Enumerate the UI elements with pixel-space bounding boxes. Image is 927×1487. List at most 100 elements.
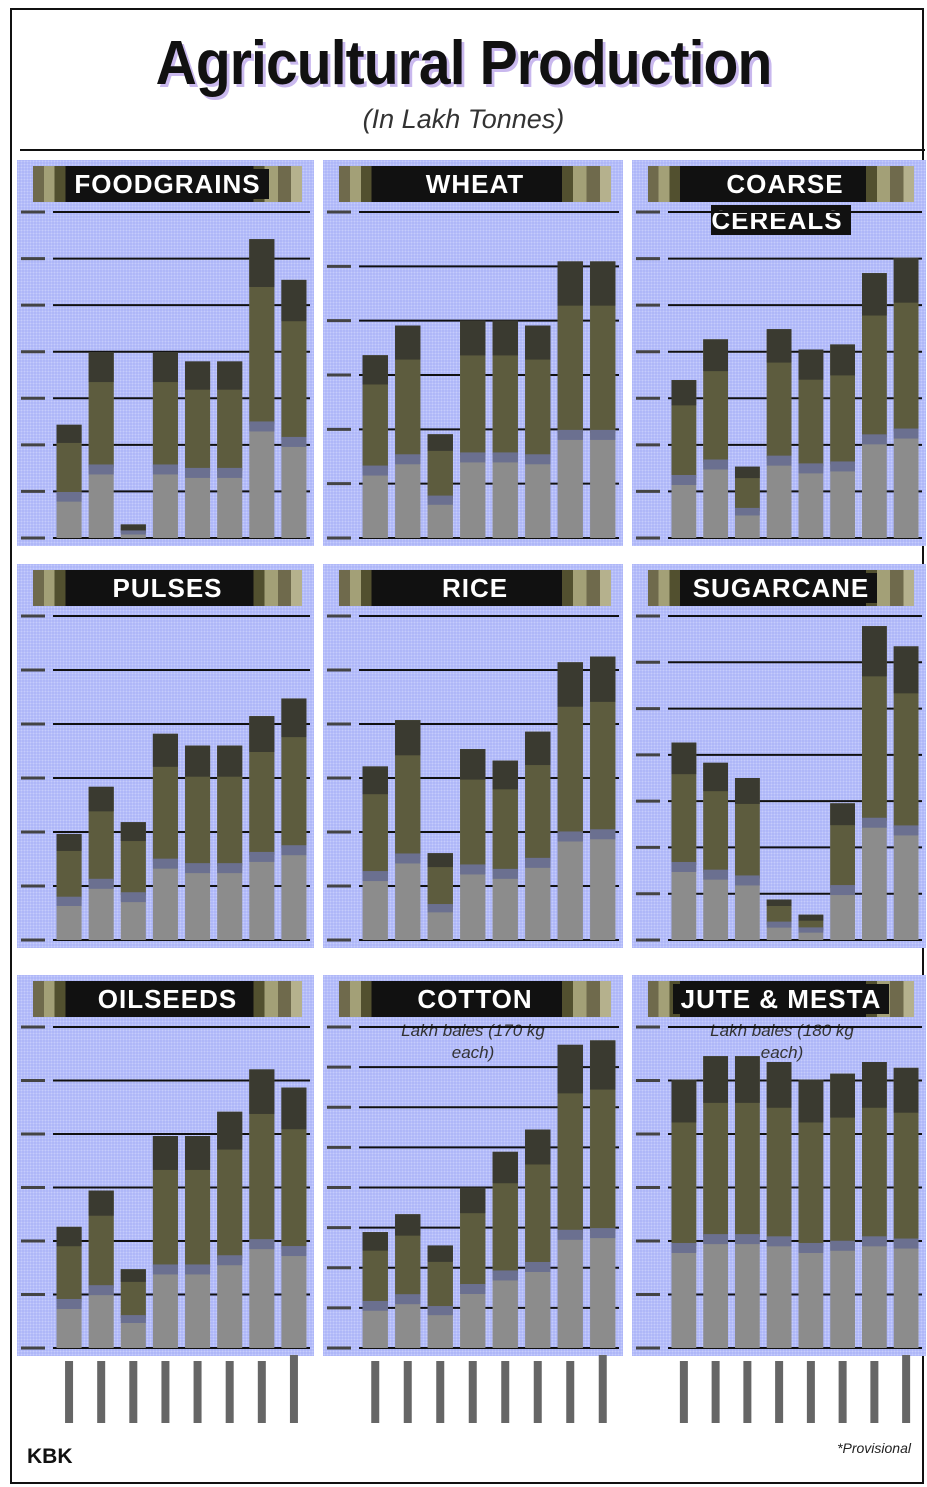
bar-top bbox=[671, 1079, 697, 1123]
bar-top bbox=[557, 261, 583, 306]
bar-band bbox=[281, 1246, 307, 1257]
year-marker bbox=[598, 1355, 607, 1423]
bar-top bbox=[217, 361, 243, 390]
bar-top bbox=[734, 778, 760, 804]
bar-band bbox=[703, 869, 729, 880]
bar-7 bbox=[861, 1062, 887, 1348]
bar-top bbox=[185, 1136, 211, 1170]
bar-top bbox=[703, 1056, 729, 1103]
bar-top bbox=[590, 1040, 616, 1090]
bar-1 bbox=[671, 742, 697, 940]
page-subtitle: (In Lakh Tonnes) bbox=[362, 104, 565, 134]
panel-title: WHEAT bbox=[417, 169, 533, 199]
bar-top bbox=[249, 239, 275, 287]
bar-1 bbox=[671, 380, 697, 538]
bar-top bbox=[120, 1269, 146, 1282]
panel-coarse-cereals: COARSE CEREALS bbox=[632, 160, 926, 546]
bar-top bbox=[152, 352, 178, 383]
bar-7 bbox=[249, 716, 275, 940]
bar-band bbox=[249, 1239, 275, 1250]
bar-top bbox=[830, 344, 856, 376]
bar-top bbox=[281, 698, 307, 738]
bar-band bbox=[362, 1300, 388, 1311]
bar-band bbox=[830, 885, 856, 896]
bar-3 bbox=[120, 524, 146, 538]
bar-band bbox=[460, 1284, 486, 1295]
bar-band bbox=[217, 1255, 243, 1266]
bar-band bbox=[460, 452, 486, 463]
bar-band bbox=[427, 904, 453, 913]
bar-top bbox=[492, 1151, 518, 1184]
bar-top bbox=[395, 325, 421, 360]
bar-5 bbox=[798, 914, 824, 940]
bar-top bbox=[734, 466, 760, 479]
bar-8 bbox=[281, 279, 307, 538]
bar-band bbox=[185, 467, 211, 478]
bar-top bbox=[798, 914, 824, 921]
page-title: Agricultural Production bbox=[155, 29, 773, 98]
year-marker bbox=[533, 1361, 542, 1423]
bar-2 bbox=[703, 1056, 729, 1348]
panel-oilseeds: OILSEEDS bbox=[17, 975, 314, 1356]
year-marker bbox=[711, 1361, 720, 1423]
year-marker bbox=[870, 1361, 879, 1423]
bar-8 bbox=[590, 261, 616, 538]
bar-4 bbox=[152, 352, 178, 538]
panel-pulses: PULSES bbox=[17, 564, 314, 948]
bar-top bbox=[427, 853, 453, 868]
bar-7 bbox=[861, 626, 887, 940]
panel-title: OILSEEDS bbox=[89, 984, 246, 1014]
bar-band bbox=[557, 429, 583, 440]
year-marker bbox=[193, 1361, 202, 1423]
bar-top bbox=[830, 803, 856, 826]
year-marker bbox=[566, 1361, 575, 1423]
bar-6 bbox=[217, 1111, 243, 1348]
bar-band bbox=[395, 1294, 421, 1305]
bar-band bbox=[395, 853, 421, 864]
bar-top bbox=[56, 833, 82, 851]
bar-top bbox=[460, 1187, 486, 1214]
bar-3 bbox=[734, 466, 760, 538]
bar-top bbox=[427, 1245, 453, 1262]
bar-band bbox=[590, 829, 616, 840]
bar-top bbox=[830, 1073, 856, 1118]
bar-1 bbox=[671, 1079, 697, 1348]
bar-band bbox=[734, 875, 760, 886]
bar-band bbox=[120, 529, 146, 535]
bar-top bbox=[861, 273, 887, 316]
bar-band bbox=[557, 1229, 583, 1240]
bar-1 bbox=[56, 833, 82, 940]
bar-1 bbox=[362, 1232, 388, 1348]
bar-band bbox=[766, 455, 792, 466]
bar-2 bbox=[703, 339, 729, 538]
bar-band bbox=[249, 851, 275, 862]
bar-band bbox=[88, 464, 114, 475]
bar-top bbox=[861, 1062, 887, 1108]
bar-top bbox=[525, 325, 551, 360]
year-marker bbox=[838, 1361, 847, 1423]
bar-band bbox=[703, 1234, 729, 1245]
credit-label: KBK bbox=[27, 1445, 73, 1468]
panel-sugarcane: SUGARCANE bbox=[632, 564, 926, 948]
panel-title: FOODGRAINS bbox=[66, 169, 269, 199]
bar-chart-rice bbox=[327, 614, 619, 942]
bar-top bbox=[281, 1087, 307, 1130]
panel-rice: RICE bbox=[323, 564, 623, 948]
bar-band bbox=[185, 863, 211, 874]
bar-7 bbox=[861, 273, 887, 538]
bar-band bbox=[492, 868, 518, 879]
bar-7 bbox=[557, 1044, 583, 1348]
bar-top bbox=[362, 766, 388, 795]
bar-4 bbox=[766, 329, 792, 538]
bar-band bbox=[861, 1236, 887, 1247]
bar-8 bbox=[590, 656, 616, 940]
bar-band bbox=[492, 1270, 518, 1281]
bar-band bbox=[766, 921, 792, 928]
bar-top bbox=[671, 742, 697, 775]
bar-band bbox=[395, 454, 421, 465]
bar-band bbox=[217, 467, 243, 478]
bar-top bbox=[525, 1129, 551, 1165]
bar-band bbox=[798, 1242, 824, 1253]
bar-band bbox=[525, 454, 551, 465]
bar-top bbox=[861, 626, 887, 677]
